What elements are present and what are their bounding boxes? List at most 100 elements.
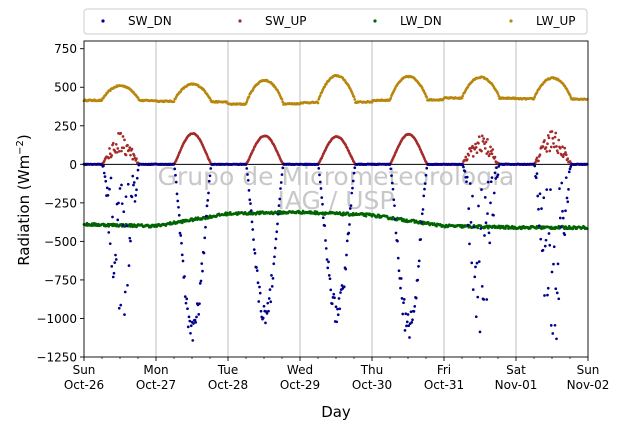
point-sw-up: [480, 149, 483, 153]
point-sw-dn: [558, 187, 561, 190]
point-sw-dn: [351, 179, 355, 183]
point-sw-dn: [412, 310, 416, 313]
point-sw-dn: [252, 248, 256, 251]
x-tick-label-day: Sat: [506, 363, 526, 377]
point-sw-dn: [318, 180, 322, 184]
point-sw-dn: [472, 225, 476, 229]
point-sw-dn: [489, 180, 493, 184]
point-sw-up: [121, 135, 125, 138]
point-sw-up: [556, 151, 560, 155]
point-sw-dn: [113, 261, 117, 264]
point-sw-up: [489, 145, 492, 149]
point-sw-dn: [252, 238, 255, 241]
point-sw-dn: [126, 283, 129, 287]
point-sw-dn: [467, 207, 471, 210]
point-sw-dn: [108, 242, 112, 246]
point-sw-dn: [109, 176, 113, 180]
point-sw-dn: [270, 274, 273, 277]
point-sw-dn: [127, 264, 131, 267]
point-sw-dn: [325, 258, 329, 261]
point-sw-dn: [471, 194, 474, 198]
point-sw-up: [107, 156, 111, 160]
point-sw-up: [564, 153, 568, 157]
point-sw-up: [537, 159, 540, 163]
point-sw-up: [393, 153, 396, 157]
point-sw-dn: [541, 248, 545, 252]
y-tick-label: −500: [44, 235, 77, 249]
x-tick-label-day: Mon: [143, 363, 168, 377]
point-sw-dn: [407, 324, 411, 328]
point-sw-dn: [561, 216, 565, 220]
point-sw-dn: [542, 196, 546, 200]
point-sw-dn: [133, 200, 137, 203]
point-sw-dn: [135, 188, 138, 192]
point-sw-dn: [345, 253, 348, 257]
point-sw-dn: [275, 230, 279, 234]
point-sw-dn: [553, 323, 557, 327]
watermark-line-2: IAG / USP: [278, 186, 395, 215]
point-sw-dn: [476, 295, 480, 299]
legend-frame: [83, 8, 588, 35]
point-sw-up: [128, 146, 132, 149]
y-tick-label: −1250: [36, 351, 77, 365]
point-lw-dn: [364, 214, 368, 218]
point-sw-dn: [489, 201, 492, 205]
point-sw-dn: [422, 194, 426, 198]
point-sw-up: [482, 137, 486, 140]
legend-marker-sw-up: [238, 19, 242, 23]
point-sw-dn: [466, 223, 470, 227]
point-sw-dn: [397, 269, 401, 273]
point-sw-dn: [556, 262, 560, 266]
point-sw-dn: [546, 293, 549, 297]
point-sw-dn: [330, 302, 334, 306]
point-sw-up: [471, 155, 475, 158]
point-sw-dn: [543, 244, 547, 248]
point-sw-up: [566, 157, 570, 161]
point-lw-up: [245, 100, 249, 104]
point-sw-dn: [332, 292, 336, 296]
point-sw-dn: [533, 164, 537, 168]
point-sw-dn: [246, 173, 249, 176]
point-sw-dn: [390, 174, 393, 178]
point-sw-dn: [463, 170, 467, 173]
point-sw-dn: [175, 192, 179, 196]
point-lw-up: [281, 100, 285, 104]
point-sw-dn: [336, 313, 340, 317]
x-tick-label-day: Sun: [73, 363, 96, 377]
point-sw-dn: [279, 187, 282, 190]
point-lw-dn: [129, 225, 132, 228]
y-tick-label: −250: [44, 196, 77, 210]
point-lw-dn: [486, 226, 490, 230]
point-sw-dn: [117, 306, 121, 310]
point-sw-up: [129, 153, 132, 157]
point-sw-dn: [411, 318, 414, 322]
point-sw-dn: [392, 198, 396, 202]
point-sw-dn: [107, 231, 111, 234]
point-sw-dn: [126, 182, 130, 186]
point-sw-dn: [129, 239, 132, 243]
point-lw-dn: [476, 226, 480, 230]
point-sw-dn: [321, 202, 324, 206]
point-sw-dn: [276, 222, 279, 226]
point-sw-up: [130, 147, 134, 151]
x-tick-label-date: Oct-26: [64, 378, 104, 392]
point-sw-dn: [410, 320, 414, 324]
point-sw-dn: [534, 176, 538, 180]
point-sw-up: [541, 145, 545, 148]
point-sw-dn: [403, 329, 407, 332]
point-sw-dn: [324, 239, 327, 242]
point-sw-dn: [273, 246, 277, 250]
point-sw-dn: [327, 260, 330, 264]
point-sw-dn: [488, 241, 492, 245]
point-sw-dn: [349, 204, 353, 207]
point-sw-dn: [181, 259, 185, 263]
point-sw-dn: [468, 182, 472, 185]
point-sw-dn: [111, 215, 114, 219]
point-sw-dn: [200, 262, 204, 265]
point-sw-dn: [399, 286, 402, 290]
point-sw-dn: [246, 178, 250, 182]
point-sw-dn: [203, 236, 207, 240]
point-sw-up: [552, 145, 556, 149]
point-sw-dn: [316, 163, 320, 166]
x-tick-label-date: Oct-29: [280, 378, 320, 392]
